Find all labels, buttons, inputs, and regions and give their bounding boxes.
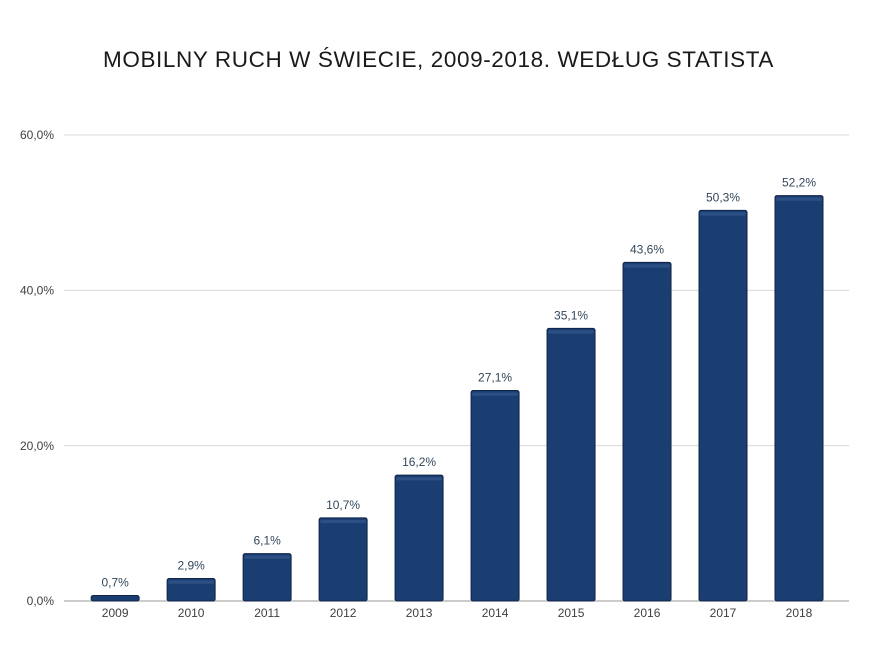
svg-text:2009: 2009 [102,606,129,620]
svg-text:2018: 2018 [786,606,813,620]
svg-text:60,0%: 60,0% [20,128,54,142]
svg-text:2013: 2013 [406,606,433,620]
svg-text:40,0%: 40,0% [20,284,54,298]
svg-text:2017: 2017 [710,606,737,620]
svg-text:2014: 2014 [482,606,509,620]
svg-text:16,2%: 16,2% [402,455,436,469]
svg-text:2010: 2010 [178,606,205,620]
svg-text:50,3%: 50,3% [706,190,740,204]
svg-text:20,0%: 20,0% [20,439,54,453]
svg-text:43,6%: 43,6% [630,242,664,256]
svg-text:2011: 2011 [254,606,280,620]
svg-text:2015: 2015 [558,606,585,620]
svg-text:10,7%: 10,7% [326,498,360,512]
svg-text:2016: 2016 [634,606,661,620]
svg-text:0,7%: 0,7% [101,576,129,590]
svg-text:52,2%: 52,2% [782,176,816,190]
svg-text:6,1%: 6,1% [253,534,281,548]
svg-text:2,9%: 2,9% [177,558,205,572]
svg-text:0,0%: 0,0% [27,594,55,608]
svg-text:27,1%: 27,1% [478,371,512,385]
svg-text:2012: 2012 [330,606,357,620]
svg-text:35,1%: 35,1% [554,308,588,322]
